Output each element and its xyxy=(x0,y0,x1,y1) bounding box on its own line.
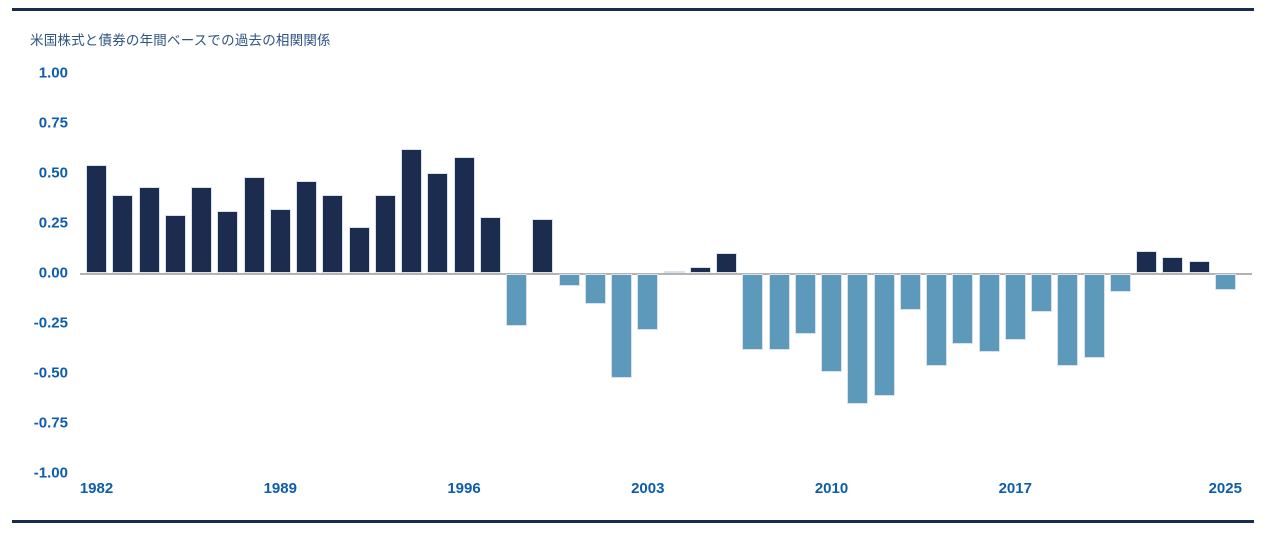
chart-bar-1997 xyxy=(479,217,501,273)
chart-bar-2001 xyxy=(584,274,606,304)
x-axis-label: 2025 xyxy=(1208,480,1242,497)
chart-bar-2016 xyxy=(978,274,1000,352)
y-axis-label: 0.75 xyxy=(38,114,68,132)
chart-bar-1990 xyxy=(296,181,317,273)
chart-bar-2025 xyxy=(1214,274,1236,290)
chart-bar-2017 xyxy=(1004,274,1026,340)
chart-bar-2021 xyxy=(1109,274,1131,292)
y-axis-label: -0.50 xyxy=(33,364,68,382)
chart-bar-1998 xyxy=(506,274,527,326)
x-axis-label: 1989 xyxy=(263,480,297,497)
chart-bar-2008 xyxy=(768,274,790,350)
chart-bar-1991 xyxy=(322,195,344,273)
x-axis-label: 2017 xyxy=(998,480,1032,497)
chart-bar-2005 xyxy=(689,267,711,273)
chart-bar-2015 xyxy=(952,274,974,344)
chart-bar-2006 xyxy=(716,253,737,273)
chart-bar-1999 xyxy=(532,219,554,273)
chart-bar-1984 xyxy=(138,187,160,273)
chart-bar-2013 xyxy=(899,274,921,310)
x-axis-label: 1996 xyxy=(447,480,481,497)
y-axis-label: 1.00 xyxy=(38,64,68,82)
chart-bar-2020 xyxy=(1083,274,1105,358)
chart-bar-1983 xyxy=(112,195,134,273)
chart-bar-2003 xyxy=(637,274,659,330)
y-axis-label: 0.25 xyxy=(38,214,68,232)
chart-bar-1994 xyxy=(401,149,422,273)
y-axis-label: -0.75 xyxy=(33,414,68,432)
x-axis-label: 1982 xyxy=(79,480,114,497)
chart-bar-2024 xyxy=(1188,261,1210,273)
chart-bar-2010 xyxy=(821,274,842,372)
chart-bar-2007 xyxy=(742,274,764,350)
bottom-border-rule xyxy=(12,520,1254,523)
chart-bar-2004 xyxy=(663,271,685,273)
chart-bar-2000 xyxy=(558,274,580,286)
chart-bar-1996 xyxy=(453,157,475,273)
chart-bar-2012 xyxy=(873,274,895,396)
chart-bar-1982 xyxy=(86,165,107,273)
zero-axis-line xyxy=(80,273,1252,275)
y-axis-label: 0.50 xyxy=(38,164,68,182)
chart-bar-1988 xyxy=(243,177,265,273)
chart-bar-1987 xyxy=(217,211,239,273)
chart-bar-2011 xyxy=(847,274,869,404)
chart-bar-1995 xyxy=(427,173,449,273)
chart-title: 米国株式と債券の年間ベースでの過去の相関関係 xyxy=(30,33,331,48)
x-axis-label: 2003 xyxy=(631,480,665,497)
top-border-rule xyxy=(12,8,1254,11)
chart-bar-2014 xyxy=(926,274,947,366)
chart-bar-2009 xyxy=(794,274,816,334)
y-axis-label: -1.00 xyxy=(33,464,68,482)
chart-bar-1993 xyxy=(374,195,396,273)
chart-bar-1989 xyxy=(269,209,291,273)
chart-bar-2018 xyxy=(1031,274,1052,312)
y-axis-label: -0.25 xyxy=(33,314,68,332)
chart-bar-2023 xyxy=(1162,257,1184,273)
y-axis-label: 0.00 xyxy=(38,264,68,282)
chart-bar-2022 xyxy=(1136,251,1157,273)
chart-bar-1986 xyxy=(191,187,212,273)
chart-bar-2019 xyxy=(1057,274,1079,366)
chart-bar-1985 xyxy=(164,215,186,273)
chart-bar-2002 xyxy=(611,274,632,378)
x-axis-label: 2010 xyxy=(814,480,849,497)
chart-bar-1992 xyxy=(348,227,370,273)
